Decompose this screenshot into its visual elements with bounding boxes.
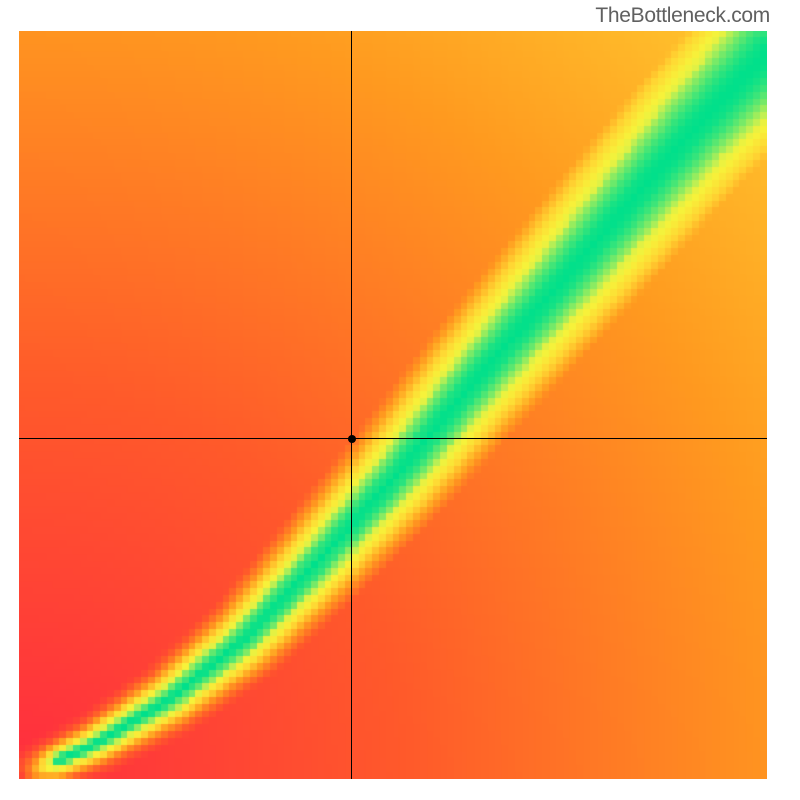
- crosshair-horizontal: [19, 438, 767, 439]
- watermark-text: TheBottleneck.com: [595, 4, 770, 28]
- chart-container: TheBottleneck.com: [0, 0, 800, 800]
- crosshair-vertical: [351, 31, 352, 779]
- chart-area: [19, 31, 767, 779]
- data-point-marker: [348, 435, 356, 443]
- heatmap-canvas: [19, 31, 767, 779]
